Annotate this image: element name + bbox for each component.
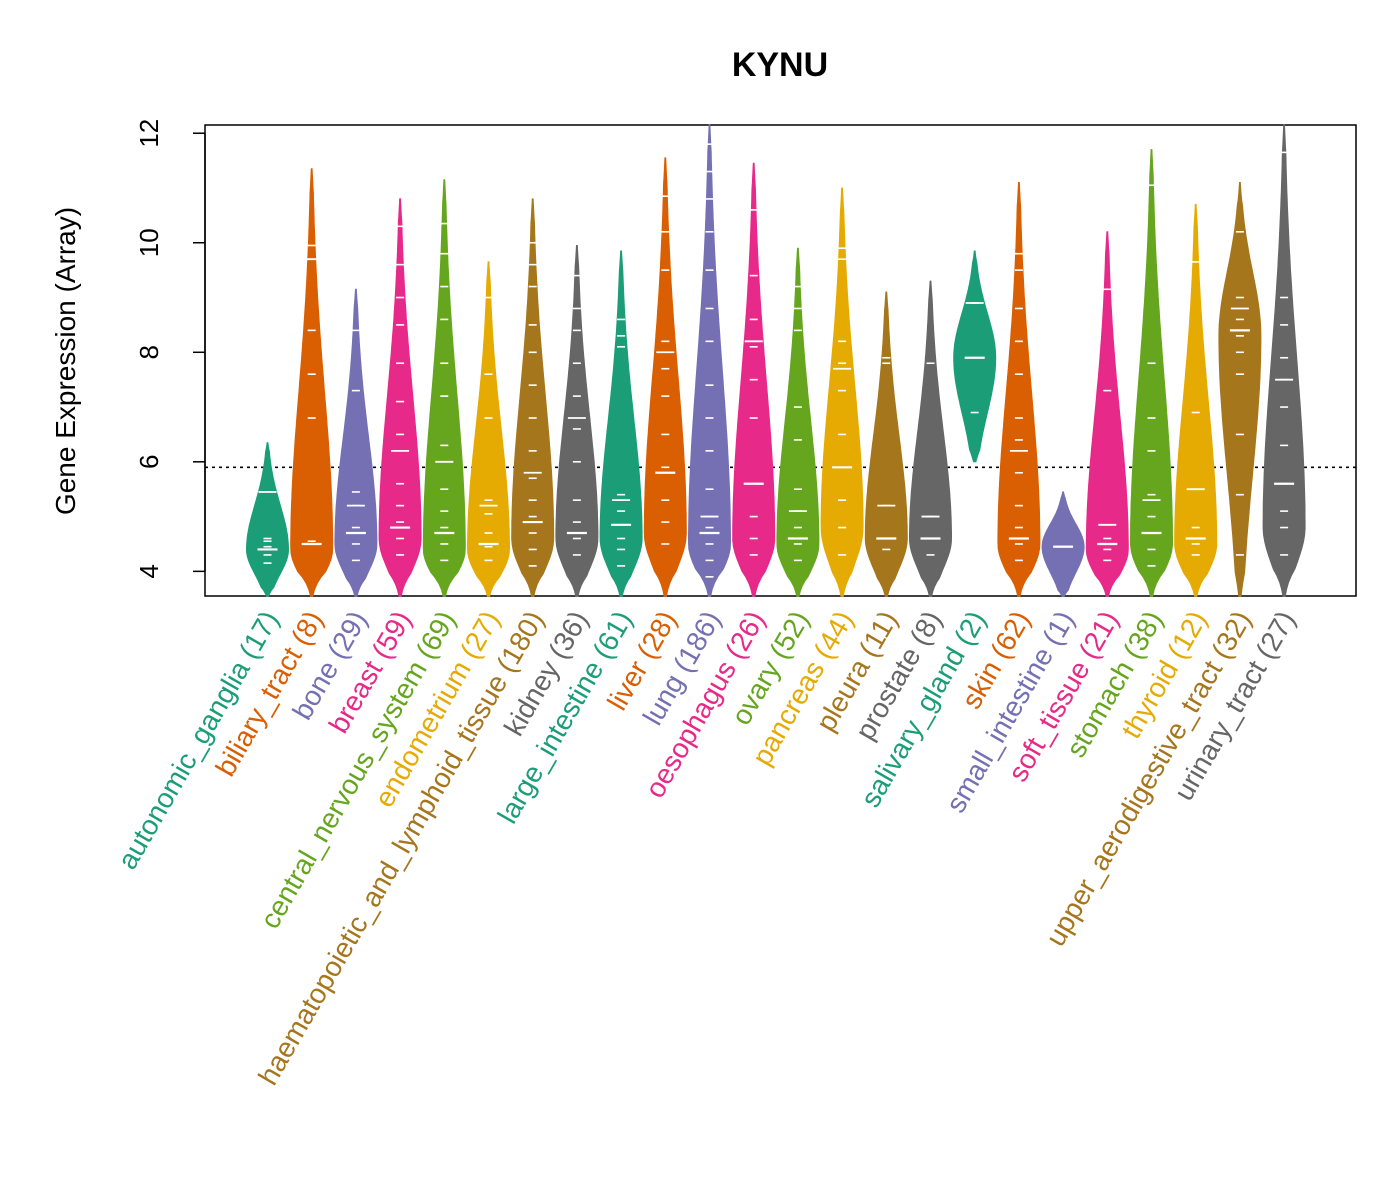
violin-thyroid (1174, 203, 1218, 597)
y-tick-label: 10 (134, 228, 164, 257)
chart-title: KYNU (732, 46, 828, 84)
violin-stomach (1130, 149, 1173, 597)
y-tick-label: 12 (134, 119, 164, 148)
violin-soft_tissue (1085, 231, 1129, 597)
violin-autonomic_ganglia (246, 442, 289, 597)
violin-shape (378, 198, 422, 597)
violin-shape (820, 187, 864, 597)
violin-salivary_gland (953, 250, 997, 463)
violin-endometrium (467, 261, 510, 597)
violin-shape (1174, 203, 1218, 597)
violins (246, 124, 1306, 597)
violin-shape (555, 245, 599, 597)
violin-upper_aerodigestive_tract (1218, 182, 1262, 597)
violin-shape (909, 280, 952, 597)
violin-shape (688, 124, 731, 597)
violin-lung (688, 124, 731, 597)
violin-pleura (864, 291, 908, 597)
violin-pancreas (820, 187, 864, 597)
violin-skin (997, 182, 1041, 597)
y-tick-label: 4 (134, 564, 164, 578)
violin-kidney (555, 245, 599, 597)
category-labels: autonomic_ganglia (17)biliary_tract (8)b… (112, 606, 1302, 1091)
y-axis: 4 6 8 10 12 (134, 119, 206, 579)
violin-shape (643, 157, 687, 597)
violin-prostate (909, 280, 952, 597)
y-axis-label: Gene Expression (Array) (50, 207, 81, 515)
violin-central_nervous_system (422, 179, 466, 597)
violin-shape (1130, 149, 1173, 597)
violin-biliary_tract (290, 168, 334, 597)
violin-oesophagus (732, 162, 776, 597)
violin-haematopoietic_and_lymphoid_tissue (511, 198, 555, 597)
y-tick-label: 8 (134, 345, 164, 359)
violin-shape (776, 247, 820, 597)
violin-shape (1262, 124, 1306, 597)
violin-small_intestine (1041, 491, 1085, 597)
y-tick-label: 6 (134, 455, 164, 469)
violin-shape (864, 291, 908, 597)
violin-breast (378, 198, 422, 597)
violin-large_intestine (599, 250, 643, 597)
violin-bone (334, 288, 378, 597)
violin-shape (1085, 231, 1129, 597)
violin-ovary (776, 247, 820, 597)
violin-shape (511, 198, 555, 597)
violin-shape (997, 182, 1041, 597)
violin-shape (953, 250, 997, 463)
violin-urinary_tract (1262, 124, 1306, 597)
violin-shape (467, 261, 510, 597)
violin-liver (643, 157, 687, 597)
violin-shape (246, 442, 289, 597)
violin-shape (290, 168, 334, 597)
violin-shape (599, 250, 643, 597)
violin-shape (1218, 182, 1262, 597)
violin-shape (334, 288, 378, 597)
violin-shape (422, 179, 466, 597)
violin-shape (1041, 491, 1085, 597)
